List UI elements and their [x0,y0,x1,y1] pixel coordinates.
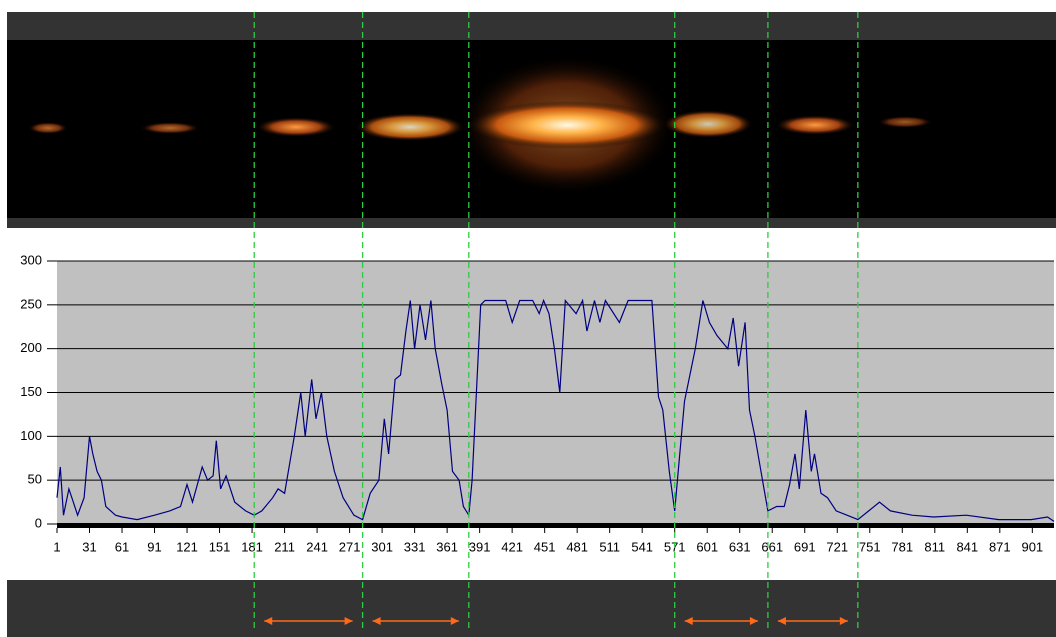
y-tick-label: 0 [35,515,42,530]
x-tick-label: 151 [209,539,231,554]
x-tick-label: 271 [339,539,361,554]
x-tick-label: 781 [891,539,913,554]
x-tick-label: 211 [274,539,295,554]
x-tick-label: 541 [631,539,653,554]
y-tick-label: 100 [20,428,42,443]
x-tick-label: 121 [176,539,198,554]
x-tick-label: 1 [53,539,60,554]
bottom-band [7,580,1056,637]
x-tick-label: 511 [599,539,620,554]
x-tick-label: 61 [115,539,129,554]
y-tick-label: 200 [20,340,42,355]
x-tick-label: 391 [469,539,491,554]
x-tick-label: 691 [794,539,816,554]
x-tick-label: 301 [371,539,393,554]
x-tick-label: 421 [501,539,523,554]
x-tick-label: 361 [436,539,458,554]
x-tick-label: 661 [761,539,783,554]
x-tick-label: 451 [534,539,556,554]
x-tick-label: 331 [404,539,426,554]
x-tick-label: 811 [924,539,945,554]
x-tick-label: 751 [859,539,881,554]
x-tick-label: 181 [241,539,263,554]
x-tick-label: 241 [306,539,328,554]
x-tick-label: 601 [696,539,718,554]
y-tick-label: 150 [20,384,42,399]
x-tick-label: 91 [147,539,161,554]
x-tick-label: 901 [1021,539,1043,554]
x-tick-label: 721 [826,539,848,554]
x-tick-label: 841 [956,539,978,554]
x-tick-label: 871 [989,539,1011,554]
chart: 0 50 100 150 200 250 300 1 31 61 91 121 151 181 211 241… [0,0,1056,637]
x-tick-label: 631 [729,539,751,554]
x-tick-label: 481 [566,539,588,554]
x-tick-label: 31 [82,539,96,554]
y-tick-label: 50 [28,472,42,487]
y-tick-label: 300 [20,252,42,267]
y-tick-label: 250 [20,296,42,311]
